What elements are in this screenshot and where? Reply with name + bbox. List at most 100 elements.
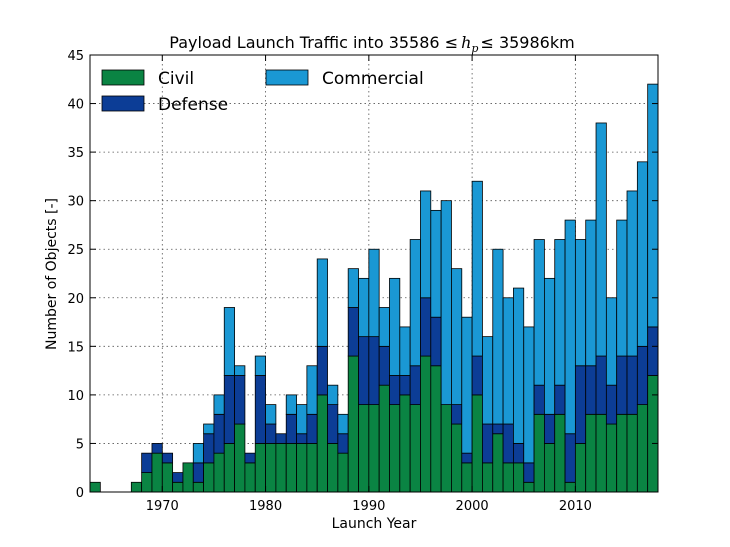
bar-civil-2016 xyxy=(636,404,649,493)
bar-defense-1985 xyxy=(316,345,328,396)
bars xyxy=(89,83,659,493)
bar-defense-1991 xyxy=(378,345,390,386)
bar-commercial-2007 xyxy=(544,277,556,415)
bar-civil-1990 xyxy=(368,404,380,493)
bar-commercial-2010 xyxy=(574,239,587,367)
plot-frame xyxy=(89,54,659,493)
bar-civil-1988 xyxy=(347,355,359,493)
chart-title: Payload Launch Traffic into 35586 ≤ hp ≤ 3… xyxy=(169,33,574,55)
bar-commercial-1995 xyxy=(420,190,432,299)
bar-civil-2012 xyxy=(595,413,607,493)
title-var: h xyxy=(461,33,471,52)
y-tick-label: 5 xyxy=(76,437,84,452)
bar-commercial-2001 xyxy=(482,336,494,425)
bar-commercial-1977 xyxy=(234,365,246,376)
bar-defense-2004 xyxy=(513,443,525,464)
bar-civil-2011 xyxy=(585,413,597,493)
bar-commercial-1994 xyxy=(409,239,421,367)
bar-commercial-2016 xyxy=(636,161,649,347)
bar-civil-1993 xyxy=(399,394,411,493)
bar-defense-2016 xyxy=(636,345,649,406)
bar-civil-1981 xyxy=(275,443,287,493)
y-tick-label: 45 xyxy=(67,49,84,64)
y-tick-label: 35 xyxy=(67,146,84,161)
bar-defense-1988 xyxy=(347,307,359,357)
bar-defense-2017 xyxy=(647,326,659,376)
bar-civil-1963 xyxy=(89,481,101,493)
bar-defense-2006 xyxy=(533,384,545,415)
bar-commercial-1980 xyxy=(265,404,277,425)
bar-commercial-1997 xyxy=(440,200,452,406)
bar-defense-1982 xyxy=(285,413,297,444)
bar-commercial-1973 xyxy=(192,443,204,464)
y-tick-label: 25 xyxy=(67,243,84,258)
bar-commercial-1976 xyxy=(223,307,235,376)
bar-civil-2007 xyxy=(544,443,556,493)
bar-civil-2008 xyxy=(554,413,566,493)
bar-defense-1968 xyxy=(141,452,153,473)
bar-civil-1985 xyxy=(316,394,328,493)
bar-defense-1986 xyxy=(327,404,339,444)
bar-commercial-1983 xyxy=(296,404,308,435)
bar-defense-1983 xyxy=(296,433,308,444)
bar-civil-1996 xyxy=(430,365,442,493)
bar-defense-1978 xyxy=(244,452,256,464)
bar-commercial-1975 xyxy=(213,394,225,415)
bar-defense-1984 xyxy=(306,413,318,444)
bar-civil-1973 xyxy=(192,481,204,493)
bar-civil-2003 xyxy=(502,462,514,493)
bar-defense-1990 xyxy=(368,336,380,405)
bar-defense-2008 xyxy=(554,384,566,415)
bar-defense-1987 xyxy=(337,433,349,454)
bar-civil-1968 xyxy=(141,472,153,493)
bar-commercial-2006 xyxy=(533,239,545,386)
bar-civil-2002 xyxy=(492,433,504,493)
bar-defense-1980 xyxy=(265,423,277,444)
legend-swatch-civil xyxy=(101,69,145,86)
bar-civil-1987 xyxy=(337,452,349,493)
bar-defense-1970 xyxy=(161,452,174,464)
bar-commercial-1988 xyxy=(347,268,359,308)
bar-civil-1997 xyxy=(440,404,452,493)
bar-defense-2012 xyxy=(595,355,607,415)
bar-defense-1969 xyxy=(151,443,163,454)
x-tick-label: 1980 xyxy=(249,499,282,514)
bar-defense-1993 xyxy=(399,375,411,396)
bar-defense-1971 xyxy=(172,472,184,483)
bar-defense-1992 xyxy=(389,375,401,406)
bar-defense-2002 xyxy=(492,423,504,435)
bar-civil-1970 xyxy=(161,462,174,493)
bar-commercial-2015 xyxy=(626,190,638,357)
bar-defense-2003 xyxy=(502,423,514,464)
bar-civil-1986 xyxy=(327,443,339,493)
bar-commercial-1984 xyxy=(306,365,318,415)
bar-defense-1996 xyxy=(430,316,442,367)
y-tick-label: 0 xyxy=(76,486,84,501)
bar-commercial-2012 xyxy=(595,122,607,357)
bar-defense-2000 xyxy=(471,355,483,396)
bar-civil-2009 xyxy=(564,481,576,493)
title-sub: p xyxy=(471,42,478,55)
bar-civil-1975 xyxy=(213,452,225,493)
bar-civil-2001 xyxy=(482,462,494,493)
legend-label-civil: Civil xyxy=(158,69,194,89)
title-prefix: Payload Launch Traffic into 35586 xyxy=(169,33,444,52)
bar-commercial-1998 xyxy=(451,268,463,405)
bar-defense-2001 xyxy=(482,423,494,464)
bar-civil-1995 xyxy=(420,355,432,493)
bar-commercial-2002 xyxy=(492,248,504,425)
bar-commercial-2011 xyxy=(585,219,597,367)
y-tick-label: 40 xyxy=(67,98,84,113)
y-tick-label: 30 xyxy=(67,195,84,210)
bar-commercial-1979 xyxy=(254,355,266,376)
legend-swatch-commercial xyxy=(265,69,309,86)
bar-commercial-1989 xyxy=(358,277,370,338)
bar-commercial-2005 xyxy=(523,326,535,464)
bar-civil-1983 xyxy=(296,443,308,493)
bar-commercial-2000 xyxy=(471,180,483,357)
bar-civil-1971 xyxy=(172,481,184,493)
bar-civil-1969 xyxy=(151,452,163,493)
bar-defense-1999 xyxy=(461,452,473,464)
y-ticks: 0 5 10 15 20 25 30 35 40 45 xyxy=(67,49,658,501)
bar-defense-2014 xyxy=(616,355,628,415)
